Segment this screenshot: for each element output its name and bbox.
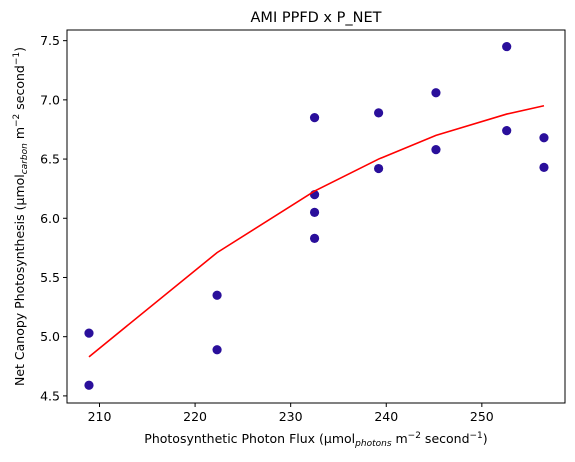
scatter-point [212,345,222,355]
y-axis-label-prefix: Net Canopy Photosynthesis (µmol [12,174,27,386]
x-axis-label-suffix: ) [483,431,488,446]
y-tick-label: 5.5 [40,270,60,285]
scatter-point [309,233,320,244]
y-axis-label-sup2: −1 [12,52,22,65]
y-axis-label-sup1: −2 [12,114,22,127]
scatter-point [84,380,94,390]
scatter-point [502,41,512,52]
scatter-point [309,113,320,123]
y-axis-label-mid2: second [12,65,27,114]
y-tick-label: 5.0 [40,329,60,344]
chart-title: AMI PPFD x P_NET [251,10,382,26]
y-axis-label-suffix: ) [12,47,27,52]
x-tick-label: 250 [470,409,494,424]
scatter-point [84,328,94,338]
scatter-point [539,162,549,172]
plot-frame [66,29,566,404]
x-tick-label: 220 [183,409,207,424]
y-tick-label: 7.0 [40,92,60,107]
y-tick-label: 6.5 [40,152,60,167]
scatter-point [374,163,384,174]
scatter-point [539,133,549,143]
x-tick-label: 230 [279,409,303,424]
scatter-point [374,108,384,118]
x-axis-label-mid2: second [421,431,470,446]
x-axis-label-mid: m [392,431,408,446]
axis-ticks: 210 220 230 240 250 4.5 5.0 5.5 6.0 6.5 7.0 7.5 [40,33,494,424]
x-axis-label-sup1: −2 [408,431,421,441]
y-axis-label-sub: carbon [20,143,30,174]
x-tick-label: 210 [88,409,112,424]
x-axis-label-sub: photons [354,439,392,449]
scatter-point [502,126,512,136]
x-axis-label-prefix: Photosynthetic Photon Flux (µmol [144,431,355,446]
y-tick-label: 7.5 [40,33,60,48]
scatter-point [431,144,441,155]
x-tick-label: 240 [374,409,398,424]
scatter-point [212,290,222,300]
y-axis-label: Net Canopy Photosynthesis (µmolcarbon m−… [12,47,30,386]
x-axis-label: Photosynthetic Photon Flux (µmolphotons … [144,431,487,449]
y-tick-label: 6.0 [40,211,60,226]
fit-line [88,104,545,358]
scatter-point [431,88,441,98]
scatter-point [309,207,320,217]
y-axis-label-mid: m [12,127,27,143]
x-axis-label-sup2: −1 [470,431,483,441]
y-tick-label: 4.5 [40,388,60,403]
plot-marks [84,41,549,390]
